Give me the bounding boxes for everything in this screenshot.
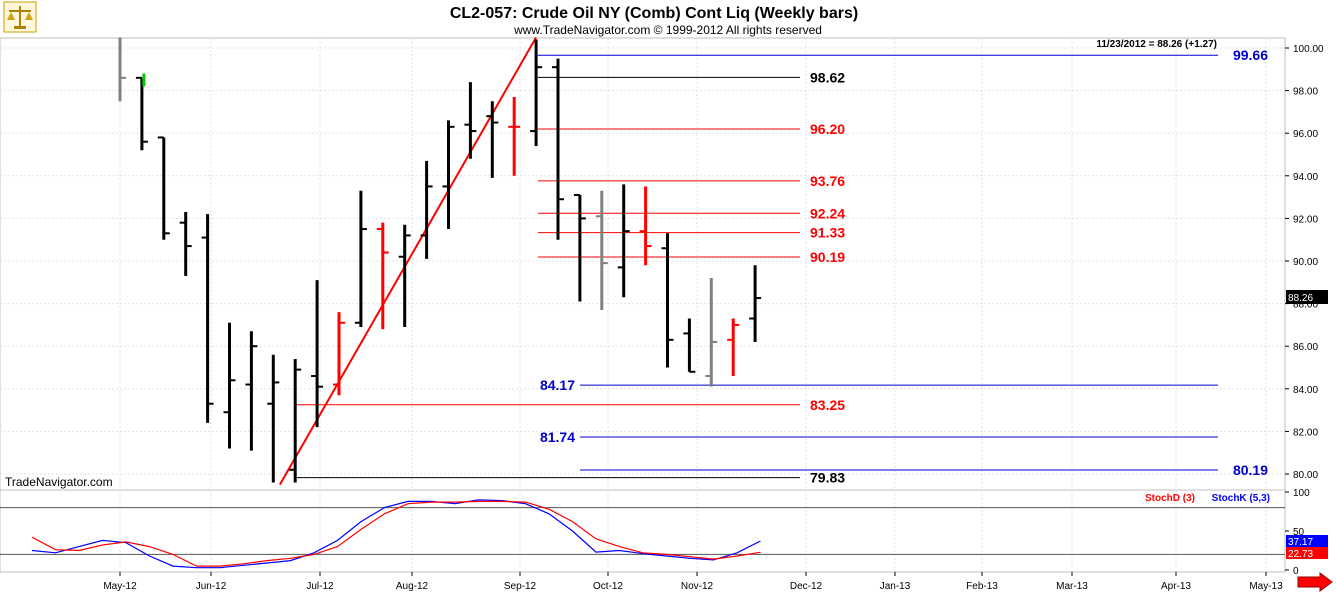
y-tick-label: 100.00 xyxy=(1293,44,1324,55)
ohlc-bar xyxy=(683,318,696,373)
horizontal-levels: 99.66 98.62 96.20 93.76 92.24 91.33 90.19 84.17… xyxy=(296,47,1268,486)
stoch-y-tick-label: 0 xyxy=(1293,566,1299,577)
x-tick-label: Jul-12 xyxy=(306,581,334,592)
stochk-label: StochK (5,3) xyxy=(1212,493,1270,504)
chart-subtitle: www.TradeNavigator.com © 1999-2012 All r… xyxy=(513,23,822,37)
x-tick-label: Apr-13 xyxy=(1161,581,1191,592)
ohlc-bar xyxy=(223,322,236,449)
ohlc-bar xyxy=(333,312,345,396)
level-label: 80.19 xyxy=(1233,462,1268,478)
y-tick-label: 92.00 xyxy=(1293,214,1318,225)
ohlc-bar xyxy=(201,214,214,423)
y-tick-label: 84.00 xyxy=(1293,385,1318,396)
x-tick-label: Jun-12 xyxy=(196,581,227,592)
grid xyxy=(0,38,1285,572)
stoch-series-line xyxy=(31,500,761,567)
ohlc-bar xyxy=(661,233,674,368)
ohlc-bars xyxy=(118,37,762,483)
level-label: 90.19 xyxy=(810,249,845,265)
x-tick-label: Jan-13 xyxy=(880,581,911,592)
chart-title: CL2-057: Crude Oil NY (Comb) Cont Liq (W… xyxy=(450,5,858,22)
ohlc-bar xyxy=(267,354,280,483)
ohlc-bar xyxy=(530,39,543,146)
gold-scale-icon xyxy=(3,1,37,33)
ohlc-bar xyxy=(595,190,608,310)
x-tick-label: Sep-12 xyxy=(504,581,537,592)
y-tick-label: 82.00 xyxy=(1293,427,1318,438)
ohlc-bar xyxy=(508,96,521,176)
x-tick-label: Mar-13 xyxy=(1056,581,1088,592)
stochd-tag-box xyxy=(1286,547,1328,559)
level-label: 84.17 xyxy=(540,377,575,393)
price-panel-frame xyxy=(0,37,1286,491)
level-label: 91.33 xyxy=(810,225,845,241)
ohlc-bar xyxy=(179,212,192,276)
ohlc-bar xyxy=(157,136,170,240)
x-tick-label: May-12 xyxy=(103,581,137,592)
y-tick-label: 88.00 xyxy=(1293,300,1318,311)
ohlc-bar xyxy=(486,101,499,178)
ohlc-bar xyxy=(464,82,477,159)
level-label: 81.74 xyxy=(540,429,575,445)
ohlc-bar xyxy=(245,331,258,451)
stoch-panel-frame xyxy=(0,489,1286,573)
ohlc-bar xyxy=(398,224,411,328)
ohlc-bar xyxy=(135,76,148,151)
x-tick-label: Aug-12 xyxy=(396,581,429,592)
level-label: 96.20 xyxy=(810,121,845,137)
y-tick-label: 80.00 xyxy=(1293,470,1318,481)
ohlc-bar xyxy=(311,280,324,428)
ohlc-bar xyxy=(289,358,302,483)
last-quote-text: 11/23/2012 = 88.26 (+1.27) xyxy=(1096,39,1217,50)
stoch-y-tick-label: 50 xyxy=(1293,527,1305,538)
ohlc-bar xyxy=(749,265,762,342)
price-y-axis: 100.00 98.00 96.00 94.00 92.00 90.00 88.00 86.0… xyxy=(1285,44,1324,481)
level-label: 83.25 xyxy=(810,397,845,413)
stoch-y-tick-label: 100 xyxy=(1293,488,1310,499)
y-tick-label: 96.00 xyxy=(1293,129,1318,140)
level-label: 98.62 xyxy=(810,69,845,85)
stochastic-panel: 100 50 0 StochD (3) StochK (5,3) xyxy=(0,488,1310,577)
ohlc-bar xyxy=(639,186,652,266)
stochk-tag-box xyxy=(1286,535,1328,547)
level-label: 93.76 xyxy=(810,173,845,189)
y-tick-label: 98.00 xyxy=(1293,87,1318,98)
watermark: TradeNavigator.com xyxy=(5,475,113,489)
x-tick-label: Dec-12 xyxy=(790,581,823,592)
ohlc-bar xyxy=(727,318,740,377)
stochk-tag: 37.17 xyxy=(1288,537,1313,548)
level-label: 92.24 xyxy=(810,205,845,221)
x-tick-label: May-13 xyxy=(1249,581,1283,592)
ohlc-bar xyxy=(118,37,126,102)
ohlc-bar xyxy=(552,58,564,240)
ohlc-bar xyxy=(617,184,630,298)
x-tick-label: Feb-13 xyxy=(966,581,998,592)
price-tag-box xyxy=(1286,290,1328,304)
red-right-arrow-icon[interactable] xyxy=(1297,572,1333,592)
price-tag: 88.26 xyxy=(1288,293,1313,304)
y-tick-label: 86.00 xyxy=(1293,342,1318,353)
ohlc-bar xyxy=(442,120,455,230)
ohlc-bar xyxy=(420,160,433,259)
y-tick-label: 94.00 xyxy=(1293,172,1318,183)
ohlc-bar xyxy=(376,222,389,330)
x-tick-label: Oct-12 xyxy=(593,581,623,592)
stoch-series-line xyxy=(31,499,761,569)
stochd-label: StochD (3) xyxy=(1145,493,1195,504)
y-tick-label: 90.00 xyxy=(1293,257,1318,268)
ohlc-bar xyxy=(705,278,718,387)
ohlc-bar xyxy=(573,193,586,302)
x-tick-label: Nov-12 xyxy=(681,581,714,592)
x-axis: May-12 Jun-12 Jul-12 Aug-12 Sep-12 Oct-12 Nov-… xyxy=(103,572,1283,592)
ohlc-bar xyxy=(354,190,367,328)
stochd-tag: 22.73 xyxy=(1288,549,1313,560)
level-label: 79.83 xyxy=(810,470,845,486)
level-label: 99.66 xyxy=(1233,47,1268,63)
